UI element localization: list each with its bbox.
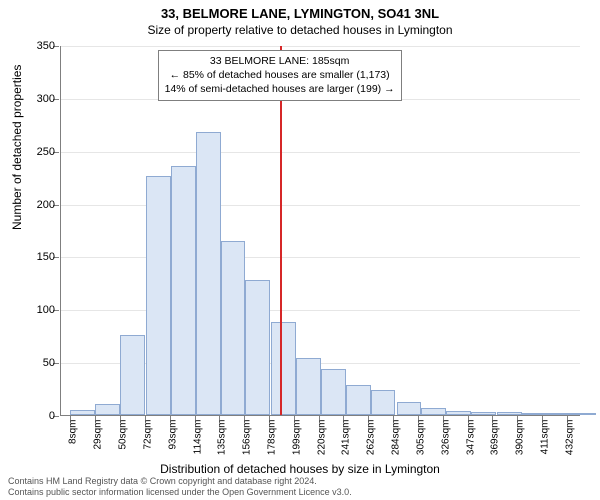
histogram-bar [547,413,572,415]
histogram-bar [446,411,471,415]
histogram-bar [522,413,547,415]
x-tick-label: 72sqm [142,420,153,450]
x-tick-label: 135sqm [217,420,228,456]
x-tick-label: 432sqm [564,420,575,456]
x-tick-label: 156sqm [242,420,253,456]
x-tick-label: 241sqm [341,420,352,456]
histogram-bar [196,132,221,415]
annotation-line: 14% of semi-detached houses are larger (… [165,82,395,96]
gridline [61,205,580,206]
histogram-bar [271,322,296,415]
y-axis-label: Number of detached properties [10,65,24,230]
annotation-line: 33 BELMORE LANE: 185sqm [165,54,395,68]
histogram-bar [70,410,95,415]
x-tick-label: 199sqm [291,420,302,456]
y-tick-label: 250 [25,146,55,158]
x-tick-label: 114sqm [192,420,203,455]
x-tick-label: 369sqm [490,420,501,456]
histogram-bar [421,408,446,415]
histogram-bar [120,335,145,415]
x-tick-label: 50sqm [118,420,129,450]
page-subtitle: Size of property relative to detached ho… [0,21,600,41]
histogram-bar [296,358,321,415]
annotation-box: 33 BELMORE LANE: 185sqm← 85% of detached… [158,50,402,101]
plot-area: 8sqm29sqm50sqm72sqm93sqm114sqm135sqm156s… [60,46,580,416]
x-tick-label: 220sqm [316,420,327,456]
x-tick-label: 390sqm [515,420,526,456]
plot-wrap: 8sqm29sqm50sqm72sqm93sqm114sqm135sqm156s… [60,46,580,416]
histogram-bar [371,390,396,415]
histogram-bar [321,369,346,416]
annotation-line: ← 85% of detached houses are smaller (1,… [165,68,395,82]
x-tick-label: 347sqm [465,420,476,456]
x-tick-label: 8sqm [68,420,79,444]
x-axis-label: Distribution of detached houses by size … [0,462,600,476]
x-tick-label: 262sqm [366,420,377,456]
gridline [61,46,580,47]
x-tick-label: 93sqm [167,420,178,450]
page-title: 33, BELMORE LANE, LYMINGTON, SO41 3NL [0,0,600,21]
histogram-bar [221,241,246,415]
x-tick-label: 178sqm [267,420,278,456]
x-tick-label: 29sqm [93,420,104,450]
y-tick-label: 200 [25,199,55,211]
x-tick-label: 305sqm [415,420,426,456]
footer-text: Contains HM Land Registry data © Crown c… [8,476,352,498]
y-tick-label: 100 [25,304,55,316]
gridline [61,152,580,153]
x-tick-label: 411sqm [540,420,551,455]
histogram-bar [95,404,120,415]
chart-container: 33, BELMORE LANE, LYMINGTON, SO41 3NL Si… [0,0,600,500]
histogram-bar [497,412,522,415]
y-tick-label: 300 [25,93,55,105]
reference-line [280,46,282,415]
footer-line-1: Contains HM Land Registry data © Crown c… [8,476,352,487]
y-tick-label: 350 [25,40,55,52]
histogram-bar [146,176,171,415]
x-tick-label: 284sqm [391,420,402,456]
gridline [61,310,580,311]
y-tick-label: 0 [25,410,55,422]
histogram-bar [171,166,196,415]
gridline [61,257,580,258]
y-tick-label: 150 [25,251,55,263]
histogram-bar [572,413,597,415]
histogram-bar [397,402,422,415]
histogram-bar [346,385,371,415]
histogram-bar [245,280,270,415]
footer-line-2: Contains public sector information licen… [8,487,352,498]
y-tick-label: 50 [25,357,55,369]
histogram-bar [471,412,496,415]
x-tick-label: 326sqm [440,420,451,456]
